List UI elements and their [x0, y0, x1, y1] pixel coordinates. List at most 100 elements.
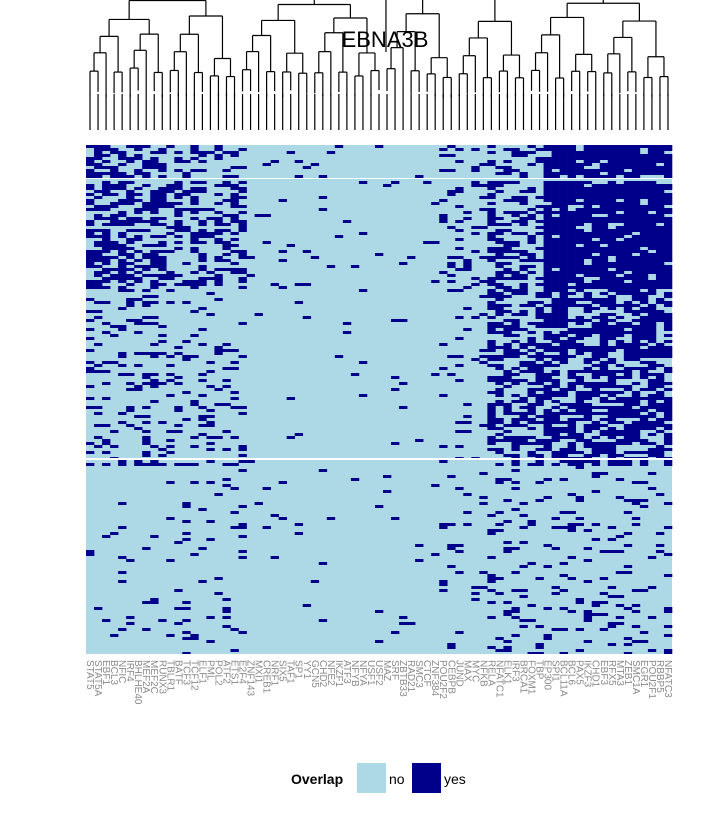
heatmap-cell: [198, 241, 207, 244]
heatmap-cell: [559, 355, 568, 358]
heatmap-cell: [663, 235, 673, 238]
heatmap-cell: [118, 265, 127, 268]
heatmap-cell: [551, 436, 560, 439]
heatmap-cell: [190, 235, 199, 238]
heatmap-cell: [495, 379, 504, 382]
heatmap-cell: [551, 340, 560, 343]
heatmap-cell: [503, 325, 512, 328]
heatmap-cell: [142, 205, 151, 208]
heatmap-cell: [150, 235, 159, 238]
heatmap-cell: [559, 304, 568, 307]
heatmap-cell: [599, 292, 609, 295]
heatmap-cell: [583, 202, 593, 205]
heatmap-cell: [607, 643, 617, 646]
heatmap-cell: [535, 292, 544, 295]
heatmap-cell: [166, 445, 175, 448]
heatmap-cell: [663, 382, 673, 385]
heatmap-cell: [439, 169, 448, 172]
heatmap-cell: [631, 436, 641, 439]
heatmap-cell: [655, 187, 665, 190]
heatmap-cell: [286, 244, 296, 247]
heatmap-cell: [591, 538, 601, 541]
heatmap-cell: [503, 343, 512, 346]
heatmap-cell: [126, 220, 135, 223]
heatmap-cell: [214, 493, 223, 496]
heatmap-cell: [503, 373, 512, 376]
heatmap-cell: [110, 244, 119, 247]
heatmap-cell: [511, 328, 520, 331]
heatmap-cell: [126, 616, 135, 619]
heatmap-cell: [126, 268, 135, 271]
heatmap-cell: [575, 322, 584, 325]
heatmap-cell: [110, 217, 119, 220]
heatmap-cell: [166, 559, 175, 562]
heatmap-cell: [150, 355, 159, 358]
heatmap-cell: [230, 187, 239, 190]
heatmap-cell: [238, 526, 247, 529]
heatmap-cell: [631, 259, 641, 262]
heatmap-cell: [487, 349, 496, 352]
heatmap-cell: [559, 280, 568, 283]
heatmap-cell: [166, 439, 175, 442]
heatmap-cell: [623, 190, 633, 193]
heatmap-cell: [182, 175, 191, 178]
heatmap-cell: [639, 286, 649, 289]
heatmap-cell: [543, 271, 552, 274]
heatmap-cell: [455, 631, 464, 634]
heatmap-cell: [86, 553, 95, 556]
column-label: RUNX3: [156, 660, 167, 694]
heatmap-cell: [158, 235, 167, 238]
heatmap-cell: [607, 346, 617, 349]
heatmap-cell: [567, 226, 576, 229]
heatmap-cell: [623, 151, 633, 154]
heatmap-cell: [607, 238, 617, 241]
heatmap-cell: [214, 346, 223, 349]
heatmap-cell: [166, 202, 175, 205]
heatmap-cell: [511, 547, 520, 550]
heatmap-cell: [567, 418, 576, 421]
heatmap-cell: [198, 580, 207, 583]
heatmap-cell: [623, 232, 633, 235]
heatmap-cell: [647, 322, 657, 325]
heatmap-cell: [631, 502, 641, 505]
column-label: ELK1: [501, 660, 512, 685]
heatmap-cell: [623, 397, 633, 400]
heatmap-cell: [495, 439, 504, 442]
heatmap-cell: [551, 220, 560, 223]
heatmap-cell: [663, 265, 673, 268]
heatmap-cell: [583, 430, 593, 433]
heatmap-cell: [214, 157, 223, 160]
heatmap-cell: [599, 265, 609, 268]
heatmap-cell: [511, 241, 520, 244]
heatmap-cell: [575, 466, 584, 469]
heatmap-cell: [647, 364, 657, 367]
heatmap-cell: [639, 181, 649, 184]
heatmap-cell: [487, 403, 496, 406]
heatmap-cell: [86, 349, 95, 352]
heatmap-cell: [639, 163, 649, 166]
heatmap-cell: [190, 463, 199, 466]
heatmap-cell: [551, 394, 560, 397]
heatmap-cell: [479, 355, 488, 358]
heatmap-cell: [110, 334, 119, 337]
heatmap-cell: [94, 145, 103, 148]
heatmap-cell: [190, 211, 199, 214]
column-label: POU2F2: [437, 660, 448, 699]
heatmap-cell: [623, 451, 633, 454]
heatmap-cell: [190, 400, 199, 403]
heatmap-cell: [214, 256, 223, 259]
heatmap-cell: [559, 301, 568, 304]
heatmap-cell: [439, 583, 448, 586]
legend-title: Overlap: [291, 771, 343, 787]
heatmap-cell: [575, 202, 584, 205]
heatmap-cell: [214, 193, 223, 196]
heatmap-cell: [471, 598, 480, 601]
heatmap-cell: [583, 547, 593, 550]
heatmap-cell: [158, 163, 167, 166]
heatmap-cell: [310, 580, 320, 583]
heatmap-cell: [663, 634, 673, 637]
heatmap-cell: [519, 220, 528, 223]
heatmap-cell: [543, 220, 552, 223]
column-label: TAF1: [285, 660, 296, 684]
heatmap-cell: [615, 151, 625, 154]
